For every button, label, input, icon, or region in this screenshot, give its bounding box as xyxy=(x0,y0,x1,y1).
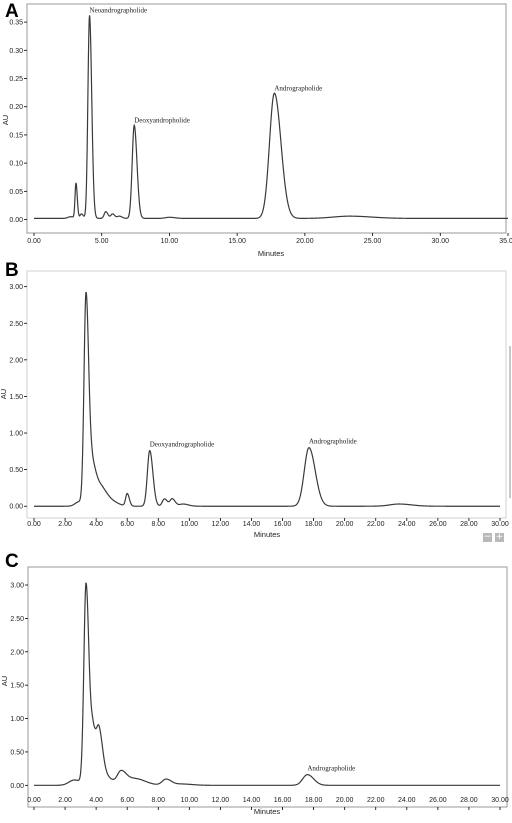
x-tick-label: 4.00 xyxy=(89,797,103,804)
peak-label: Neoandrographolide xyxy=(90,6,148,14)
x-tick-label: 0.00 xyxy=(27,797,41,804)
y-tick-label: 2.00 xyxy=(9,357,23,364)
y-tick-label: 0.20 xyxy=(9,104,23,111)
x-tick-label: 4.00 xyxy=(89,521,103,528)
plot-frame xyxy=(26,3,507,234)
x-tick-label: 22.00 xyxy=(367,521,385,528)
x-tick-label: 10.00 xyxy=(161,238,179,245)
y-tick-label: 0.00 xyxy=(9,217,23,224)
y-tick-label: 0.50 xyxy=(9,467,23,474)
y-axis-label: AU xyxy=(0,389,8,399)
x-tick-label: 12.00 xyxy=(212,521,230,528)
x-tick-label: 18.00 xyxy=(305,521,323,528)
y-tick-label: 2.50 xyxy=(9,321,23,328)
y-tick-label: 2.50 xyxy=(10,616,24,623)
x-tick-label: 24.00 xyxy=(398,521,416,528)
panel-letter-c: C xyxy=(5,551,19,572)
x-tick-label: 25.00 xyxy=(364,238,382,245)
x-tick-label: 26.00 xyxy=(429,521,447,528)
chromatogram-trace xyxy=(34,582,500,786)
y-tick-label: 2.00 xyxy=(10,649,24,656)
x-tick-label: 20.00 xyxy=(296,238,314,245)
y-tick-label: 3.00 xyxy=(10,583,24,590)
x-tick-label: 22.00 xyxy=(367,797,385,804)
y-tick-label: 1.50 xyxy=(9,394,23,401)
x-tick-label: 28.00 xyxy=(460,521,478,528)
x-tick-label: 0.00 xyxy=(27,238,41,245)
x-tick-label: 20.00 xyxy=(336,797,354,804)
x-tick-label: 18.00 xyxy=(305,797,323,804)
panel-b: B 0.00 2.00 4.00 6.00 8.00 10.00 12.00 14.00 16.… xyxy=(0,260,512,547)
y-tick-label: 0.00 xyxy=(9,504,23,511)
x-tick-label: 6.00 xyxy=(120,521,134,528)
chromatogram-a: 0.00 5.00 10.00 15.00 20.00 25.00 30.00 35.00 0.… xyxy=(1,3,512,258)
peak-label: Andrographolide xyxy=(274,84,322,92)
x-tick-label: 12.00 xyxy=(212,797,230,804)
panel-letter-b: B xyxy=(5,260,19,281)
chromatogram-trace xyxy=(34,15,508,220)
peak-label: Andrographolide xyxy=(309,438,357,446)
panel-c: C 0.00 2.00 4.00 6.00 8.00 10.00 12.00 14.00 16.… xyxy=(0,547,512,823)
chromatogram-b: 0.00 2.00 4.00 6.00 8.00 10.00 12.00 14.00 16.00… xyxy=(0,270,511,539)
x-tick-label: 8.00 xyxy=(151,797,165,804)
x-tick-label: 8.00 xyxy=(151,521,165,528)
y-tick-label: 3.00 xyxy=(9,284,23,291)
x-tick-label: 14.00 xyxy=(243,797,261,804)
x-tick-label: 16.00 xyxy=(274,797,292,804)
x-axis-label: Minutes xyxy=(258,249,285,258)
y-tick-label: 0.15 xyxy=(9,132,23,139)
y-tick-label: 0.10 xyxy=(9,161,23,168)
x-tick-label: 10.00 xyxy=(181,521,199,528)
y-tick-label: 0.50 xyxy=(10,749,24,756)
panel-a: A 0.00 5.00 10.00 15.00 20.00 25.00 30.00 35.0 0… xyxy=(0,0,512,262)
x-tick-label: 2.00 xyxy=(58,797,72,804)
y-tick-label: 0.00 xyxy=(10,783,24,790)
y-tick-label: 1.00 xyxy=(9,431,23,438)
x-tick-label: 30.00 xyxy=(491,521,509,528)
chromatogram-c: 0.00 2.00 4.00 6.00 8.00 10.00 12.00 14.00 16.00… xyxy=(0,566,509,816)
plot-frame xyxy=(26,270,507,519)
chromatogram-trace xyxy=(34,291,500,507)
x-tick-label: 15.00 xyxy=(228,238,246,245)
plot-frame xyxy=(27,566,508,808)
panel-letter-a: A xyxy=(5,1,19,22)
x-tick-label: 2.00 xyxy=(58,521,72,528)
y-axis-label: AU xyxy=(0,676,9,686)
x-tick-label: 6.00 xyxy=(120,797,134,804)
y-tick-label: 0.25 xyxy=(9,76,23,83)
zoom-out-button[interactable]: − xyxy=(483,532,492,542)
zoom-in-button[interactable]: + xyxy=(495,532,504,542)
x-axis-label: Minutes xyxy=(254,807,281,816)
y-tick-label: 0.35 xyxy=(9,20,23,27)
y-tick-label: 1.50 xyxy=(10,683,24,690)
x-tick-label: 26.00 xyxy=(429,797,447,804)
x-tick-label: 35.00 xyxy=(499,238,512,245)
x-tick-label: 24.00 xyxy=(398,797,416,804)
x-axis-label: Minutes xyxy=(254,530,281,539)
y-tick-label: 0.05 xyxy=(9,189,23,196)
x-tick-label: 0.00 xyxy=(27,521,41,528)
y-tick-label: 0.30 xyxy=(9,48,23,55)
peak-label: Deoxyandropholide xyxy=(134,116,190,124)
peak-label: Deoxyandrographolide xyxy=(150,441,215,449)
x-tick-label: 16.00 xyxy=(274,521,292,528)
x-tick-label: 28.00 xyxy=(460,797,478,804)
x-tick-label: 30.00 xyxy=(491,797,509,804)
x-tick-label: 14.00 xyxy=(243,521,261,528)
y-tick-label: 1.00 xyxy=(10,716,24,723)
x-tick-label: 30.00 xyxy=(432,238,450,245)
x-tick-label: 20.00 xyxy=(336,521,354,528)
x-tick-label: 5.00 xyxy=(95,238,109,245)
y-axis-label: AU xyxy=(1,115,10,125)
peak-label: Andrographolide xyxy=(307,765,355,773)
x-tick-label: 10.00 xyxy=(181,797,199,804)
